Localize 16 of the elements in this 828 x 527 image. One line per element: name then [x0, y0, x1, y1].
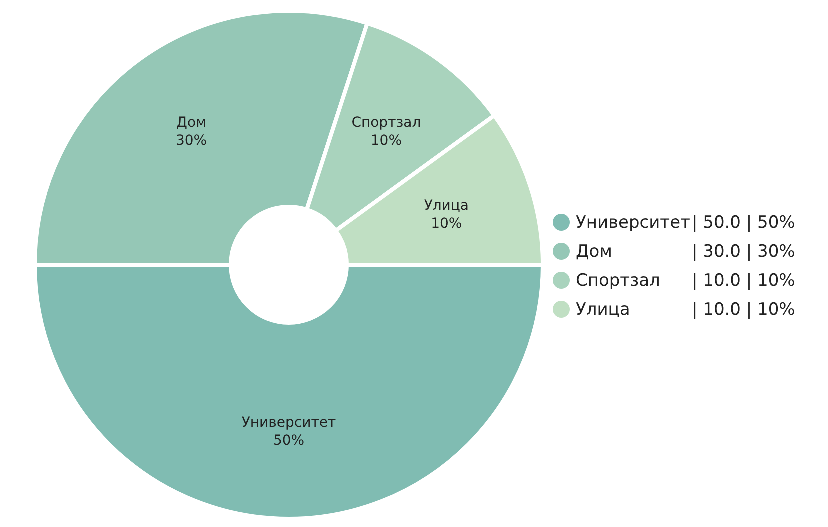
legend-label: Университет	[576, 212, 692, 232]
data-label: 10%	[431, 216, 462, 232]
slice-label: Улица	[424, 198, 470, 214]
data-label: 30%	[176, 132, 208, 149]
legend-label: Спортзал	[576, 270, 662, 290]
data-label: 50%	[273, 432, 305, 449]
text: | 30.0 | 30%	[692, 242, 796, 262]
text: | 10.0 | 10%	[692, 270, 796, 290]
data-label: 10%	[370, 132, 402, 149]
slice-label: Университет	[242, 414, 336, 431]
legend-label: Дом	[576, 242, 614, 262]
text: | 50.0 | 50%	[692, 212, 796, 232]
legend-label: Улица	[576, 300, 632, 320]
text: | 10.0 | 10%	[692, 300, 796, 320]
slice-label: Спортзал	[352, 114, 422, 131]
slice-label: Дом	[176, 114, 207, 131]
